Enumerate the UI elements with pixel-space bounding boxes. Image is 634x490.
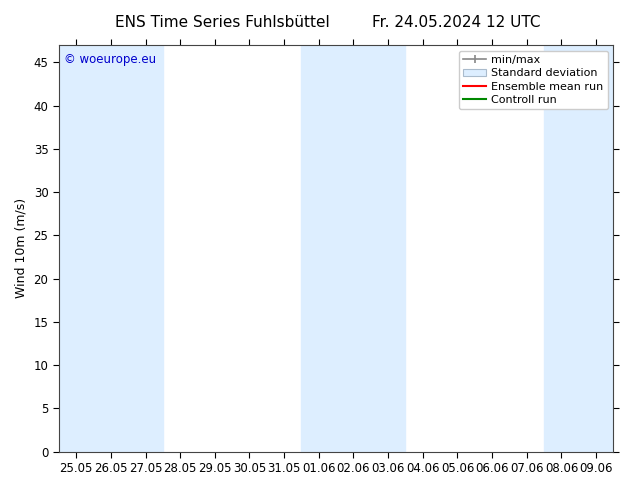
Text: Fr. 24.05.2024 12 UTC: Fr. 24.05.2024 12 UTC <box>372 15 541 30</box>
Bar <box>544 45 614 452</box>
Y-axis label: Wind 10m (m/s): Wind 10m (m/s) <box>15 198 28 298</box>
Text: ENS Time Series Fuhlsbüttel: ENS Time Series Fuhlsbüttel <box>115 15 329 30</box>
Legend: min/max, Standard deviation, Ensemble mean run, Controll run: min/max, Standard deviation, Ensemble me… <box>459 50 608 109</box>
Text: © woeurope.eu: © woeurope.eu <box>65 53 157 66</box>
Bar <box>302 45 406 452</box>
Bar <box>59 45 163 452</box>
